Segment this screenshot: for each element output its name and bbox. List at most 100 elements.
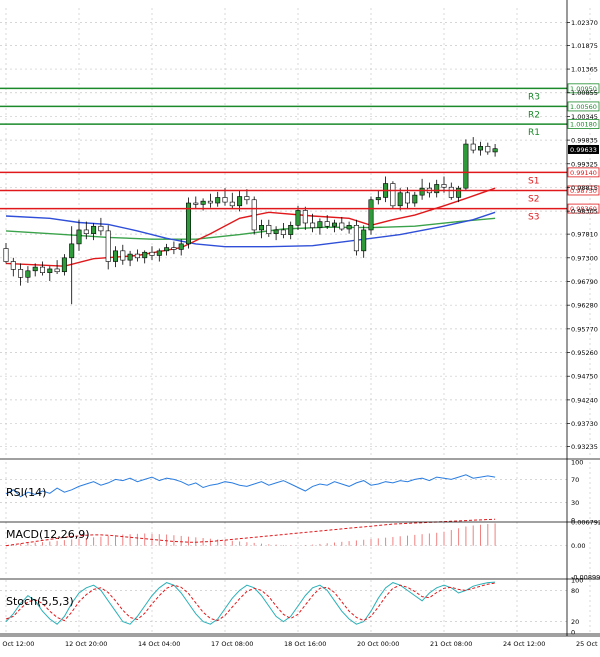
candle-body	[237, 196, 243, 207]
y-tick-label: 0.97300	[571, 254, 598, 262]
candle-body	[39, 266, 45, 273]
level-price-box	[567, 185, 600, 196]
candle-body	[441, 184, 447, 188]
y-tick-label: 0.97810	[571, 231, 598, 239]
macd-label: MACD(12,26,9)	[6, 528, 90, 541]
candle-body	[69, 243, 75, 259]
candle-body	[456, 187, 462, 198]
level-price-label: 1.00560	[570, 103, 597, 111]
candle-body	[200, 200, 206, 205]
y-tick-label: 1.01875	[571, 42, 598, 50]
candle-body	[295, 210, 301, 226]
candle-body	[32, 266, 38, 272]
x-tick-label: 25 Oct 20:00	[576, 640, 600, 648]
rsi-axis-label: 0	[571, 517, 575, 525]
y-tick-label: 0.98815	[571, 184, 598, 192]
candle-body	[207, 200, 213, 204]
level-name-s3: S3	[528, 213, 539, 223]
stoch-axis-label: 0	[571, 629, 575, 637]
level-name-r3: R3	[528, 92, 540, 102]
y-tick-label: 1.02370	[571, 19, 598, 27]
level-price-box	[567, 119, 600, 129]
candle-body	[18, 269, 24, 278]
candle-body	[492, 148, 498, 153]
candle-body	[397, 192, 403, 207]
candle-body	[61, 257, 67, 273]
y-tick-label: 0.94240	[571, 396, 598, 404]
macd-axis-label: -0.00899	[571, 574, 600, 582]
y-tick-label: 1.00855	[571, 89, 598, 97]
candle-body	[251, 199, 257, 231]
candle-body	[76, 229, 82, 245]
level-name-s1: S1	[528, 176, 539, 186]
candle-body	[178, 243, 184, 250]
candle-body	[485, 146, 491, 153]
x-tick-label: 12 Oct 12:00	[0, 640, 34, 648]
pivot-levels-layer: R3 1.00950 R2 1.00560 R1 1.00180 S1 0.99140 S2 0.…	[0, 83, 600, 223]
candle-body	[280, 229, 286, 235]
indicators-layer	[5, 474, 496, 625]
rsi-axis-label: 100	[571, 459, 583, 467]
candle-body	[419, 187, 425, 196]
candle-body	[54, 268, 60, 273]
y-tick-label: 0.99325	[571, 160, 598, 168]
level-price-label: 1.00950	[570, 85, 597, 93]
candle-body	[215, 197, 221, 204]
candle-body	[470, 143, 476, 151]
candle-body	[149, 251, 155, 256]
x-tick-label: 14 Oct 04:00	[138, 640, 180, 648]
level-name-s2: S2	[528, 194, 539, 204]
candles-layer	[3, 137, 498, 305]
candle-body	[302, 210, 308, 224]
y-tick-label: 0.95260	[571, 349, 598, 357]
candle-body	[390, 183, 396, 207]
y-tick-label: 1.00345	[571, 113, 598, 121]
current-price-label: 0.99633	[570, 146, 597, 154]
x-tick-label: 12 Oct 20:00	[65, 640, 107, 648]
stoch-axis-label: 100	[571, 577, 583, 585]
x-tick-label: 18 Oct 16:00	[284, 640, 326, 648]
x-tick-label: 17 Oct 08:00	[211, 640, 253, 648]
y-tick-label: 0.93730	[571, 420, 598, 428]
stoch-label: Stoch(5,5,3)	[6, 595, 74, 608]
candle-body	[273, 229, 279, 234]
candle-body	[339, 222, 345, 230]
level-name-r1: R1	[528, 128, 540, 138]
candle-body	[105, 230, 111, 262]
candle-body	[310, 222, 316, 228]
rsi-axis-label: 30	[571, 499, 579, 507]
candle-body	[142, 251, 148, 259]
rsi-axis-label: 70	[571, 476, 579, 484]
stoch-signal-line	[5, 582, 496, 622]
level-price-box	[567, 83, 600, 94]
candle-body	[156, 250, 162, 256]
stoch-axis-label: 80	[571, 587, 579, 595]
candle-body	[258, 225, 264, 231]
candle-body	[404, 192, 410, 204]
candle-body	[434, 184, 440, 194]
y-tick-label: 0.93235	[571, 443, 598, 451]
x-tick-label: 24 Oct 12:00	[503, 640, 545, 648]
candle-body	[98, 225, 104, 232]
level-price-label: 0.98360	[570, 205, 597, 213]
candle-body	[477, 146, 483, 151]
candle-body	[361, 229, 367, 252]
level-price-box	[567, 101, 600, 112]
y-tick-label: 0.99835	[571, 137, 598, 145]
x-tick-label: 20 Oct 00:00	[357, 640, 399, 648]
candle-body	[83, 229, 89, 234]
candle-body	[463, 143, 469, 189]
level-price-label: 1.00180	[570, 121, 597, 129]
candle-body	[317, 221, 323, 228]
candle-body	[113, 250, 119, 262]
current-price-box	[568, 144, 599, 154]
candle-body	[10, 261, 16, 270]
y-tick-label: 1.01365	[571, 66, 598, 74]
candle-body	[448, 186, 454, 198]
candle-body	[3, 248, 9, 262]
candle-body	[222, 197, 228, 203]
candle-body	[164, 247, 170, 252]
